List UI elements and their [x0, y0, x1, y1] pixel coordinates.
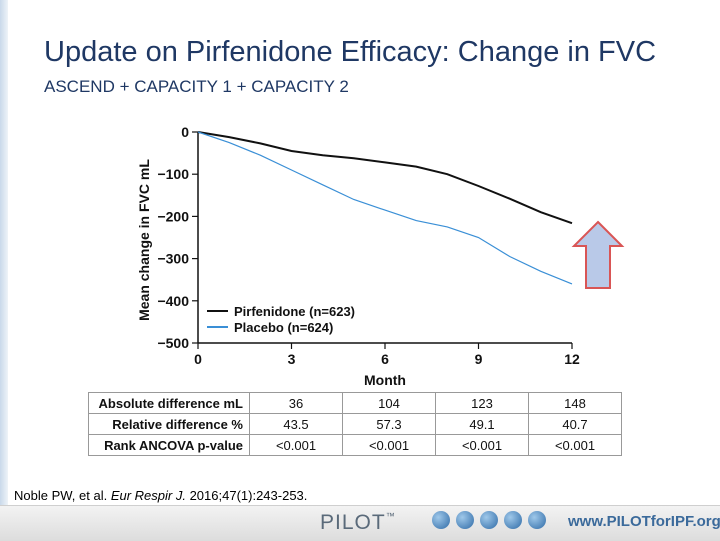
table-cell: 43.5: [249, 413, 343, 435]
lung-icon: [480, 511, 498, 529]
y-tick-label: −100: [157, 166, 189, 182]
table-cell: <0.001: [249, 434, 343, 456]
x-tick-label: 0: [194, 351, 202, 367]
citation-authors: Noble PW, et al.: [14, 488, 111, 503]
x-tick-label: 3: [288, 351, 296, 367]
y-tick-label: −300: [157, 251, 189, 267]
series-line-pirfenidone: [197, 131, 573, 225]
row-label: Rank ANCOVA p-value: [88, 434, 250, 456]
table-cell: 36: [249, 392, 343, 414]
y-tick-label: −400: [157, 293, 189, 309]
chart-series: [197, 131, 573, 285]
footer-url[interactable]: www.PILOTforIPF.org: [568, 513, 720, 530]
left-accent-bar: [0, 0, 8, 540]
efficacy-table: Absolute difference mL 36 104 123 148 Relativ…: [88, 392, 622, 456]
citation-journal: Eur Respir J.: [110, 488, 186, 503]
lung-icon: [456, 511, 474, 529]
row-label: Absolute difference mL: [88, 392, 250, 414]
lung-icon: [504, 511, 522, 529]
y-tick-label: −200: [157, 208, 189, 224]
logo-icons: [432, 511, 552, 534]
fvc-line-chart: 0 −100 −200 −300 −400 −500 0 3 6 9 12 Month Mean cha…: [136, 124, 625, 388]
footer-bar: [0, 505, 720, 541]
table-row: Relative difference % 43.5 57.3 49.1 40.7: [88, 413, 622, 435]
table-row: Rank ANCOVA p-value <0.001 <0.001 <0.001 <0.…: [88, 434, 622, 456]
citation-details: 2016;47(1):243-253.: [185, 488, 308, 503]
table-cell: 40.7: [528, 413, 622, 435]
table-cell: <0.001: [342, 434, 436, 456]
up-arrow-icon: [571, 220, 625, 289]
pilot-logo-text: PILOT: [320, 511, 386, 534]
pilot-logo: PILOT™: [320, 511, 396, 535]
x-tick-label: 6: [381, 351, 389, 367]
chart-legend: Pirfenidone (n=623)Placebo (n=624): [207, 304, 355, 335]
y-tick-label: −500: [157, 335, 189, 351]
legend-label: Placebo (n=624): [234, 320, 333, 335]
trademark-symbol: ™: [385, 511, 396, 521]
y-axis-label: Mean change in FVC mL: [136, 159, 152, 321]
table-cell: 104: [342, 392, 436, 414]
row-label: Relative difference %: [88, 413, 250, 435]
y-tick-label: 0: [181, 124, 189, 140]
slide-title: Update on Pirfenidone Efficacy: Change i…: [44, 36, 657, 68]
x-tick-label: 9: [475, 351, 483, 367]
table-cell: <0.001: [435, 434, 529, 456]
table-cell: 49.1: [435, 413, 529, 435]
lung-icon: [432, 511, 450, 529]
legend-label: Pirfenidone (n=623): [234, 304, 355, 319]
series-line-placebo: [197, 131, 573, 285]
table-cell: 123: [435, 392, 529, 414]
table-cell: 57.3: [342, 413, 436, 435]
x-tick-label: 12: [564, 351, 580, 367]
x-axis-label: Month: [364, 372, 406, 388]
table-row: Absolute difference mL 36 104 123 148: [88, 392, 622, 414]
chart-axes: 0 −100 −200 −300 −400 −500 0 3 6 9 12 Month Mean cha…: [136, 124, 580, 388]
lung-icon: [528, 511, 546, 529]
slide-subtitle: ASCEND + CAPACITY 1 + CAPACITY 2: [44, 77, 349, 96]
table-cell: 148: [528, 392, 622, 414]
table-cell: <0.001: [528, 434, 622, 456]
citation: Noble PW, et al. Eur Respir J. 2016;47(1…: [14, 488, 307, 503]
